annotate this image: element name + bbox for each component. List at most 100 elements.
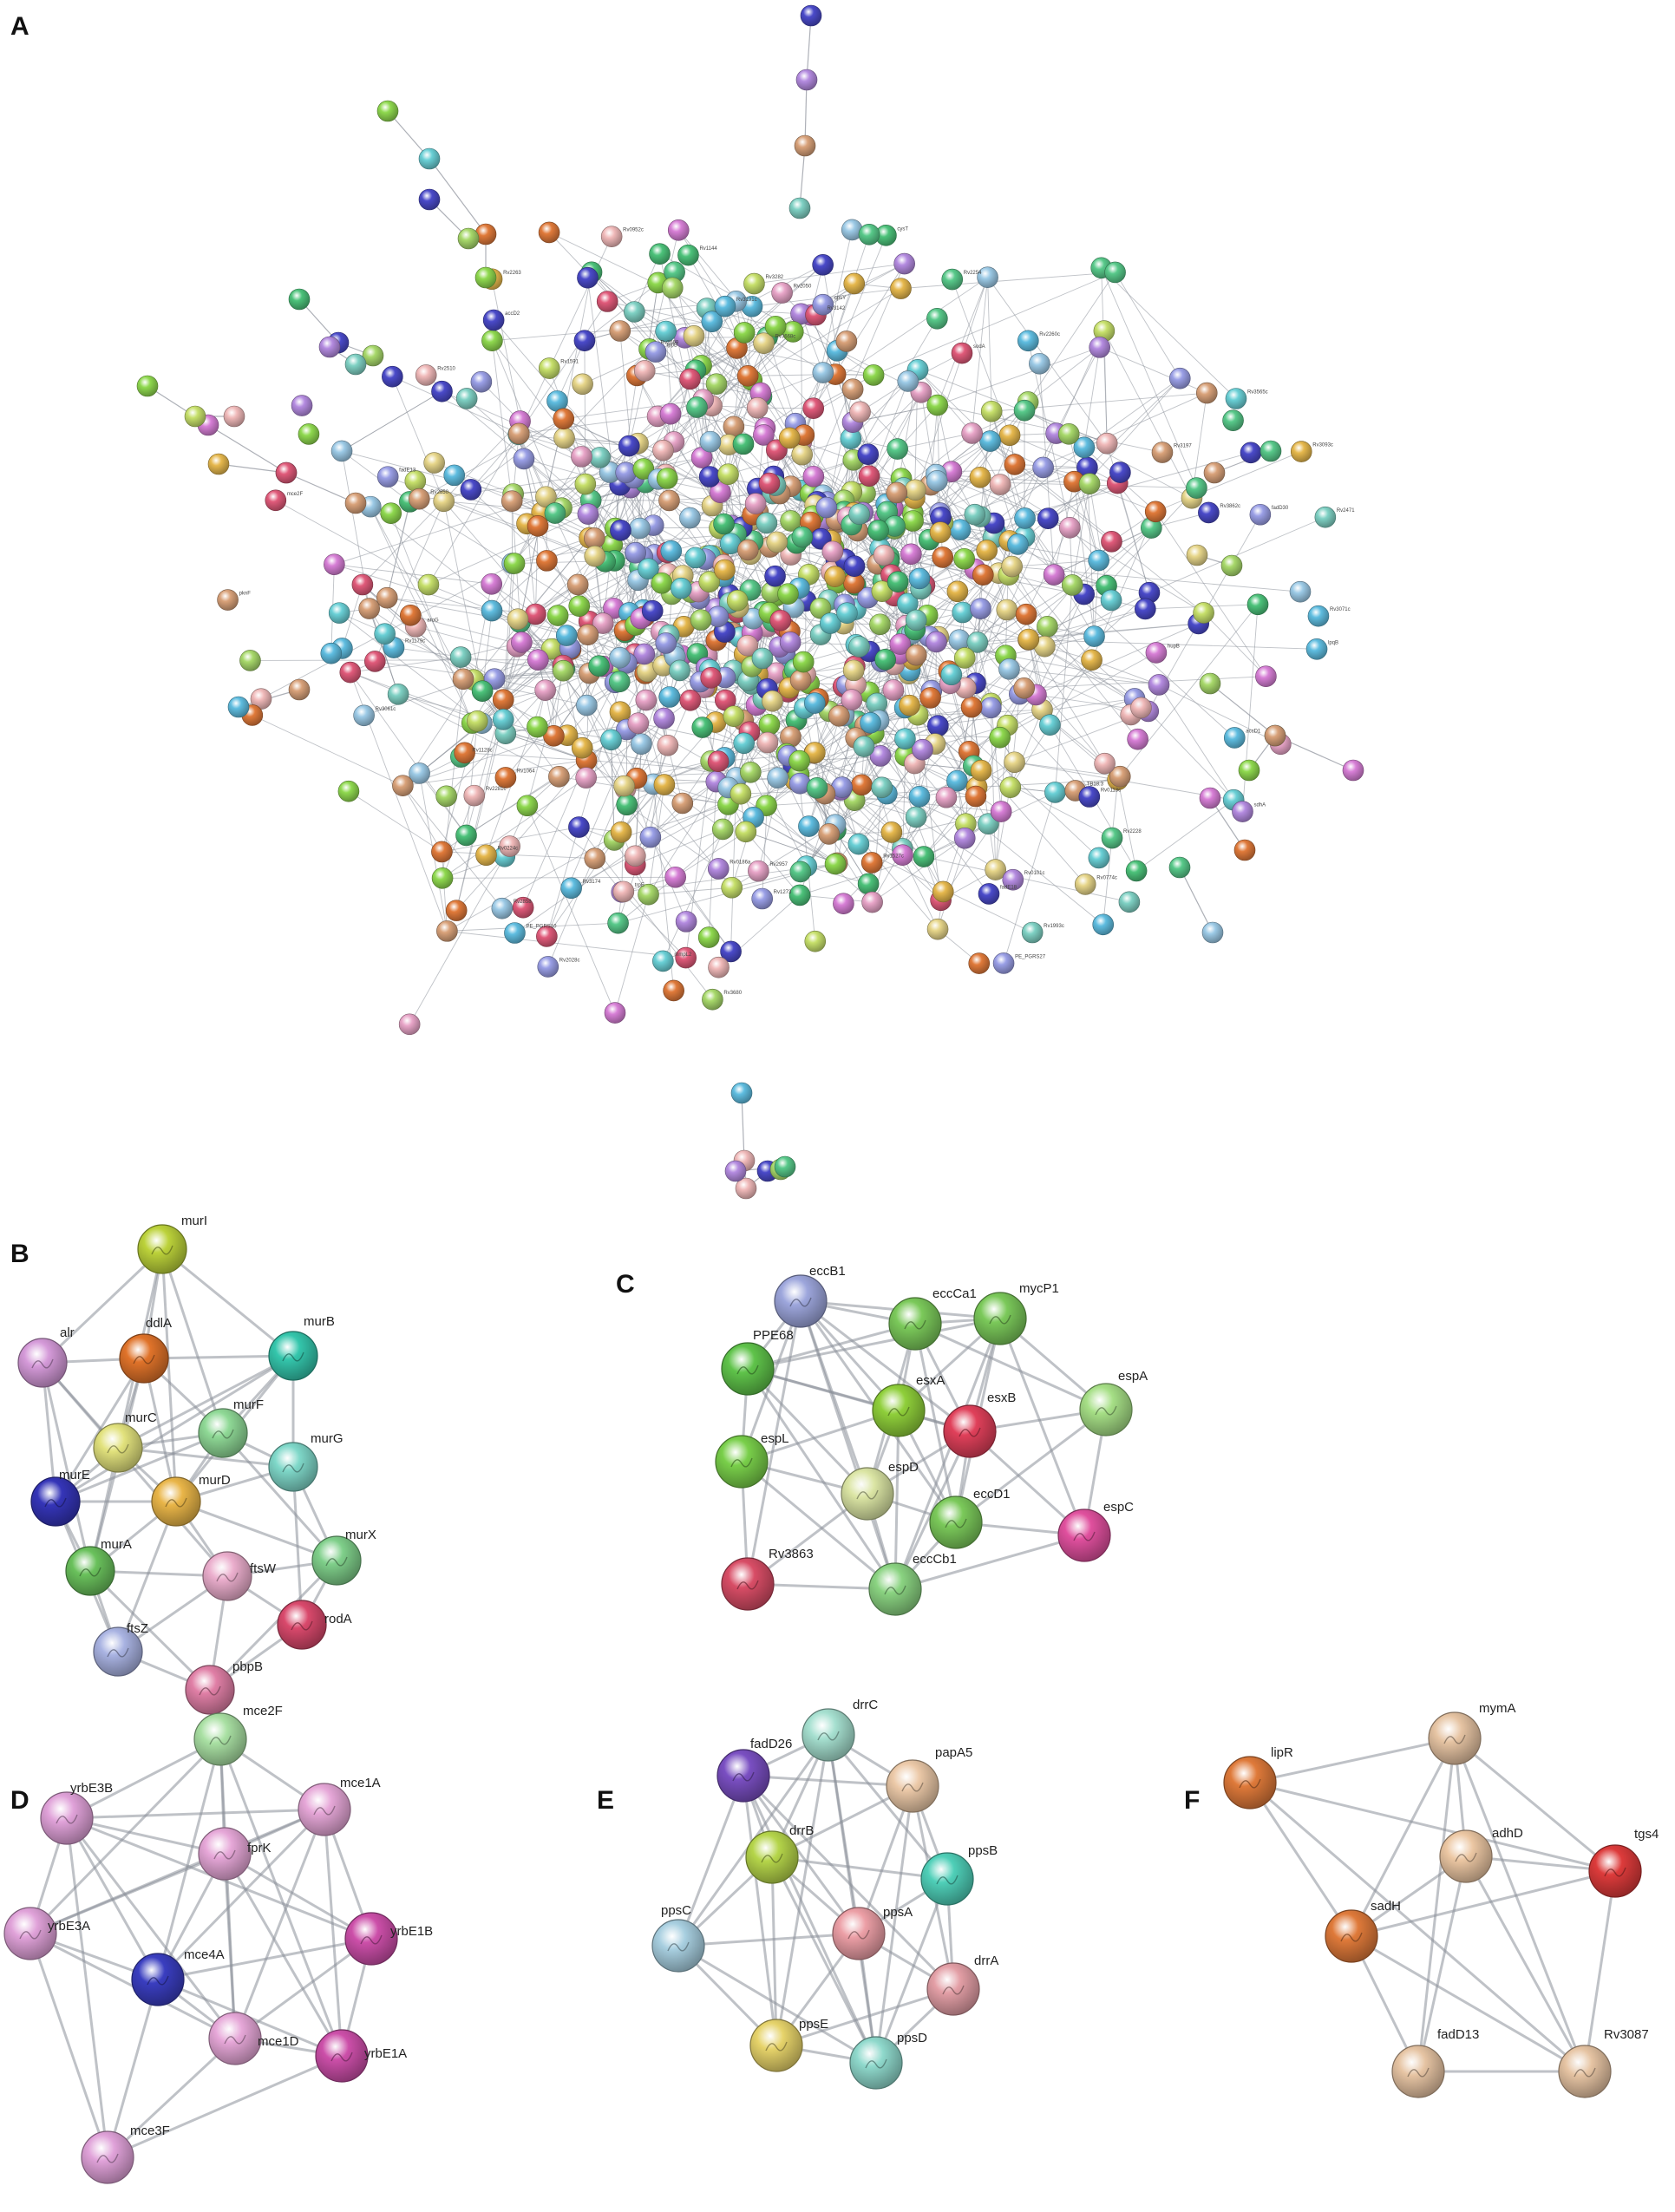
protein-node xyxy=(431,380,453,402)
protein-node xyxy=(969,467,991,488)
protein-node xyxy=(1246,593,1269,616)
protein-label-adhD: adhD xyxy=(1492,1826,1523,1841)
network-edge xyxy=(775,1987,954,2047)
network-edge xyxy=(584,282,658,342)
network-edge xyxy=(743,1774,913,1788)
network-edge xyxy=(740,1300,802,1463)
protein-node xyxy=(792,651,815,673)
network-edge xyxy=(1086,468,1095,637)
protein-node xyxy=(1094,752,1116,775)
protein-node xyxy=(812,253,834,276)
network-edge xyxy=(770,1856,778,2046)
protein-node xyxy=(1015,603,1037,625)
protein-node xyxy=(996,599,1018,621)
protein-node xyxy=(843,272,866,295)
protein-label: Rv0101c xyxy=(1024,871,1045,876)
protein-node xyxy=(1088,847,1110,869)
protein-node xyxy=(499,835,520,857)
panel-letters: A B C D E F xyxy=(10,12,1200,1815)
protein-label-espA: espA xyxy=(1118,1369,1148,1384)
protein-node xyxy=(481,599,503,622)
network-edge xyxy=(1453,1738,1587,2072)
protein-label: Rv2263 xyxy=(503,271,521,276)
protein-label: Rv2471 xyxy=(1337,508,1355,514)
network-edge xyxy=(987,277,992,412)
network-edge xyxy=(878,720,944,893)
protein-node xyxy=(1044,782,1066,803)
protein-node xyxy=(873,544,895,566)
network-edge xyxy=(897,433,972,449)
network-edge xyxy=(250,659,539,661)
protein-node xyxy=(663,979,684,1002)
protein-label-tgs4: tgs4 xyxy=(1634,1827,1659,1842)
protein-node xyxy=(575,767,597,789)
protein-label: mmpL2 xyxy=(674,952,692,958)
protein-node xyxy=(659,402,682,425)
protein-node xyxy=(953,827,976,849)
panel-a-nodes xyxy=(136,4,1364,1200)
protein-label: Rv0952c xyxy=(623,228,644,233)
protein-structure-icon xyxy=(19,1929,42,1940)
protein-label: Rv2050 xyxy=(794,285,812,290)
protein-node xyxy=(671,577,692,599)
protein-node xyxy=(756,512,778,534)
network-edge xyxy=(999,651,1157,738)
protein-structure-icon xyxy=(736,1580,759,1590)
network-edge xyxy=(902,751,970,855)
network-edge xyxy=(937,404,952,472)
protein-node xyxy=(527,515,549,537)
protein-node xyxy=(713,513,735,535)
network-edge xyxy=(1155,511,1266,677)
protein-node xyxy=(435,785,457,808)
protein-node xyxy=(1342,759,1364,782)
protein-node xyxy=(339,661,362,684)
network-edge xyxy=(1036,593,1085,696)
network-edge xyxy=(491,278,520,422)
protein-node xyxy=(771,282,793,304)
protein-node xyxy=(788,197,811,219)
protein-node xyxy=(1037,507,1059,529)
protein-node-Rv3863 xyxy=(721,1557,775,1611)
protein-node xyxy=(1225,388,1247,409)
network-edge xyxy=(1101,267,1237,399)
network-edge xyxy=(974,467,1044,515)
protein-node xyxy=(1101,531,1122,553)
protein-node xyxy=(136,375,159,397)
protein-node-rodA xyxy=(277,1600,327,1650)
protein-node xyxy=(629,517,651,540)
protein-node xyxy=(912,738,933,761)
protein-structure-icon xyxy=(107,1647,129,1658)
protein-node xyxy=(344,492,367,514)
protein-label-yrbE1B: yrbE1B xyxy=(390,1924,433,1939)
protein-node xyxy=(978,883,1000,905)
protein-node xyxy=(964,503,986,526)
network-edge xyxy=(1135,799,1234,872)
protein-node xyxy=(869,745,892,767)
network-edge xyxy=(563,399,703,420)
protein-node xyxy=(980,697,1002,719)
protein-node xyxy=(387,684,409,705)
protein-node xyxy=(1222,409,1244,431)
protein-node xyxy=(753,424,775,446)
protein-label: Rv1527c xyxy=(883,854,904,859)
network-edge xyxy=(208,1559,338,1692)
protein-node xyxy=(1029,352,1050,375)
network-edge xyxy=(991,703,1002,812)
protein-node xyxy=(985,859,1006,880)
protein-node xyxy=(841,378,864,401)
protein-node-mce2F xyxy=(193,1712,247,1766)
protein-node xyxy=(376,100,399,122)
protein-node xyxy=(779,632,802,653)
protein-label: PE_PGRS27 xyxy=(1015,954,1046,959)
network-edge xyxy=(419,418,564,500)
protein-node xyxy=(926,631,947,653)
protein-label: Rv3668c xyxy=(775,335,796,340)
protein-node xyxy=(824,566,846,588)
protein-node xyxy=(932,880,954,903)
protein-node xyxy=(1220,554,1243,577)
network-edge xyxy=(41,1247,164,1365)
protein-node xyxy=(658,686,681,708)
network-edge xyxy=(922,749,942,900)
network-edge xyxy=(634,745,669,866)
protein-node xyxy=(862,364,885,386)
